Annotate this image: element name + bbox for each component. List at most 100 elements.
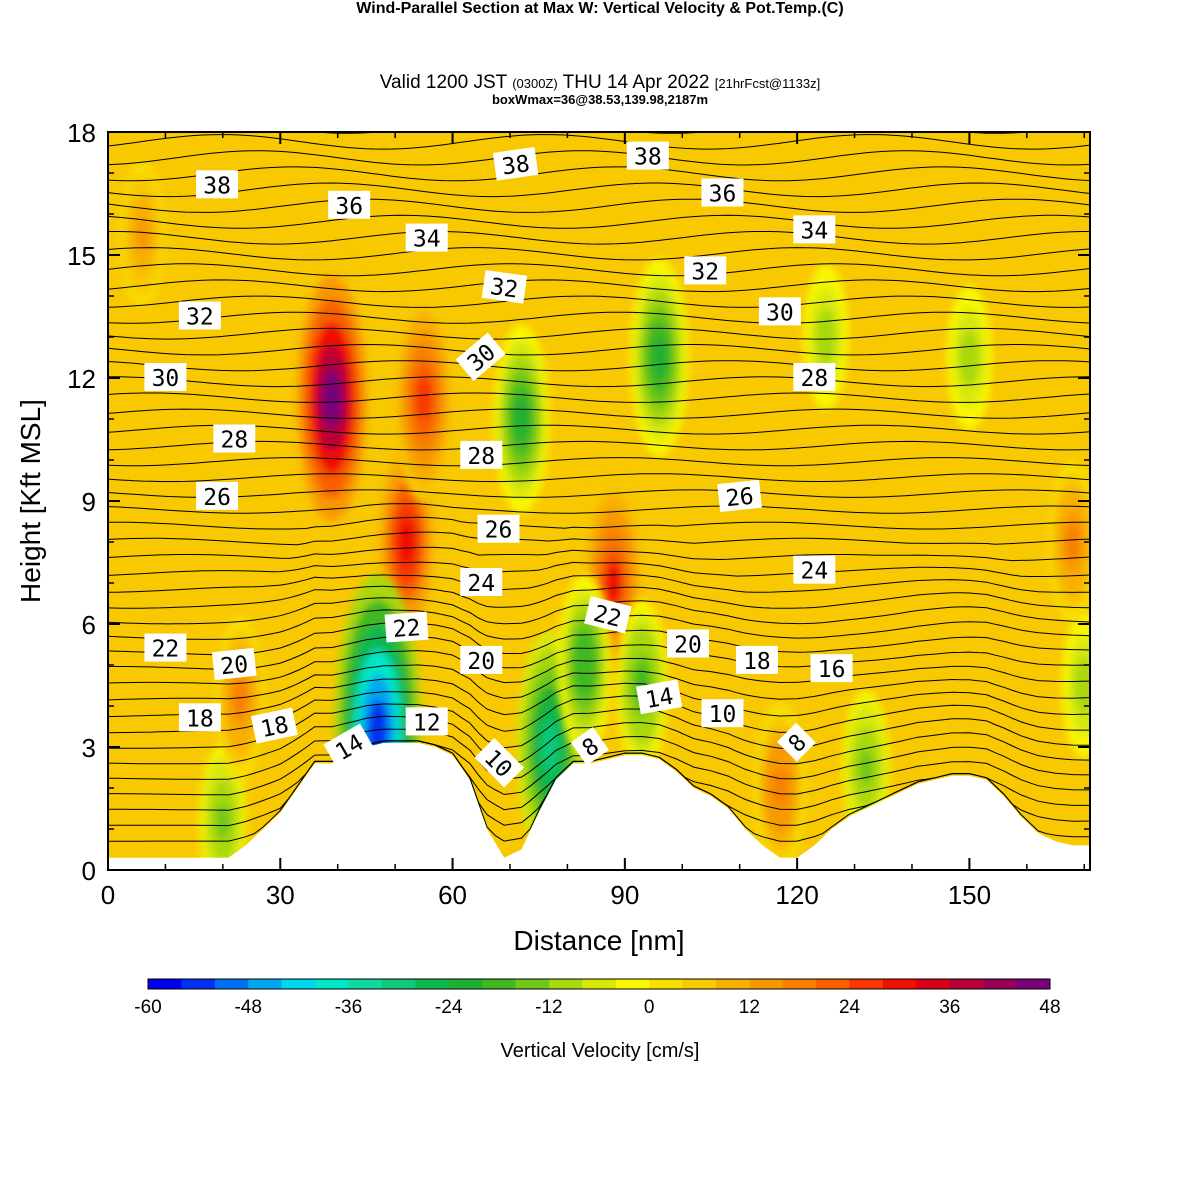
theta-contour-line xyxy=(108,715,1090,765)
contour-label-text: 18 xyxy=(743,649,771,675)
theta-contour-line xyxy=(108,573,1090,593)
contour-label-box xyxy=(735,645,778,674)
contour-label-text: 32 xyxy=(186,305,214,331)
y-tick-label: 9 xyxy=(82,487,96,517)
theta-contour-line xyxy=(108,182,1090,198)
x-axis: 0 30 60 90 120 150 xyxy=(101,132,1086,910)
colorbar-swatch xyxy=(381,979,416,989)
contour-label: 24 xyxy=(793,555,836,585)
contour-label: 20 xyxy=(211,647,257,680)
chart-title: Wind-Parallel Section at Max W: Vertical… xyxy=(356,0,844,17)
colorbar-swatch xyxy=(582,979,617,989)
colorbar-swatch xyxy=(315,979,349,989)
contour-label-box xyxy=(793,555,836,584)
colorbar-swatch xyxy=(715,979,750,989)
contour-label: 26 xyxy=(717,479,762,513)
contour-label-box xyxy=(810,654,853,683)
contour-label-box xyxy=(684,256,727,285)
velocity-contour-band xyxy=(135,217,150,252)
velocity-contour-band xyxy=(1065,523,1081,561)
contour-label: 20 xyxy=(460,645,503,675)
contour-label-box xyxy=(213,424,256,453)
velocity-contour-band xyxy=(962,340,977,375)
x-tick-label: 150 xyxy=(948,880,991,910)
contour-label: 18 xyxy=(735,645,778,675)
potential-temperature-contours xyxy=(108,132,1090,842)
contour-label: 32 xyxy=(178,301,221,331)
velocity-contour-band xyxy=(858,749,874,786)
colorbar-frame xyxy=(147,978,1051,990)
contour-label-box xyxy=(405,707,448,736)
theta-contour-line xyxy=(108,214,1090,229)
contour-label-text: 36 xyxy=(335,194,363,220)
contour-label-box xyxy=(144,633,187,662)
contour-label-box xyxy=(701,699,744,728)
colorbar-swatch xyxy=(816,979,851,989)
velocity-contour-band xyxy=(818,319,833,355)
contour-label: 28 xyxy=(460,440,503,470)
contour-label: 32 xyxy=(481,270,528,304)
colorbar-tick-label: 24 xyxy=(839,997,861,1018)
contour-label-text: 16 xyxy=(818,657,846,683)
colorbar-tick-label: -24 xyxy=(435,997,463,1018)
contour-label-box xyxy=(492,147,539,181)
velocity-feature xyxy=(616,599,668,772)
colorbar-tick-label: -12 xyxy=(535,997,562,1018)
contour-label: 28 xyxy=(793,363,836,392)
contour-label: 38 xyxy=(196,170,239,199)
velocity-feature xyxy=(119,162,166,307)
contour-label-text: 10 xyxy=(709,702,737,728)
contour-label: 14 xyxy=(636,679,683,715)
colorbar-swatch xyxy=(515,979,550,989)
colorbar-swatch xyxy=(248,979,283,989)
contour-label-text: 20 xyxy=(674,633,702,659)
colorbar-swatch xyxy=(649,979,684,989)
contour-label-box xyxy=(667,629,710,658)
theta-contour-line xyxy=(108,585,1090,609)
contour-label-text: 18 xyxy=(258,712,291,743)
theta-contour-line xyxy=(108,516,1090,530)
chart-subtitle: Valid 1200 JST (0300Z) THU 14 Apr 2022 [… xyxy=(379,72,821,93)
contour-label: 36 xyxy=(328,190,371,220)
contour-label: 12 xyxy=(405,707,448,736)
contour-label-box xyxy=(717,479,762,513)
contour-label-box xyxy=(455,332,506,381)
contour-label-text: 24 xyxy=(800,559,828,585)
colorbar-tick-label: -48 xyxy=(234,997,261,1018)
velocity-contour-band xyxy=(651,336,668,379)
contour-label-text: 14 xyxy=(644,684,676,714)
theta-contour-line xyxy=(108,150,1090,166)
colorbar-swatch xyxy=(548,979,583,989)
velocity-contour-band xyxy=(513,398,530,440)
colorbar-swatch xyxy=(448,979,483,989)
contour-label: 26 xyxy=(477,514,520,544)
contour-label-box xyxy=(474,737,524,788)
colorbar-swatch xyxy=(882,979,917,989)
velocity-contour-band xyxy=(604,560,622,606)
contour-label-box xyxy=(460,645,503,674)
contour-label-text: 38 xyxy=(203,173,231,199)
contour-label-box xyxy=(178,703,221,732)
contour-label: 16 xyxy=(810,654,853,683)
contour-label: 8 xyxy=(776,722,816,762)
colorbar-swatch xyxy=(782,979,817,989)
utc-time: (0300Z) xyxy=(512,76,558,91)
contour-label-box xyxy=(323,723,374,769)
theta-contour-line xyxy=(108,231,1090,245)
contour-label-box xyxy=(328,190,371,219)
contour-label: 30 xyxy=(758,297,801,326)
theta-contour-line xyxy=(108,343,1090,356)
theta-contour-line xyxy=(108,561,1090,577)
contour-label-box xyxy=(250,707,298,744)
velocity-contour-band xyxy=(772,768,788,808)
colorbar-tick-label: 0 xyxy=(644,997,655,1018)
contour-label-text: 28 xyxy=(467,444,495,470)
colorbar-title: Vertical Velocity [cm/s] xyxy=(501,1040,700,1062)
theta-contour-line xyxy=(108,531,1090,546)
velocity-contour-band xyxy=(1077,668,1090,703)
y-tick-label: 6 xyxy=(82,610,96,640)
x-tick-label: 60 xyxy=(438,880,467,910)
velocity-feature xyxy=(290,251,374,546)
